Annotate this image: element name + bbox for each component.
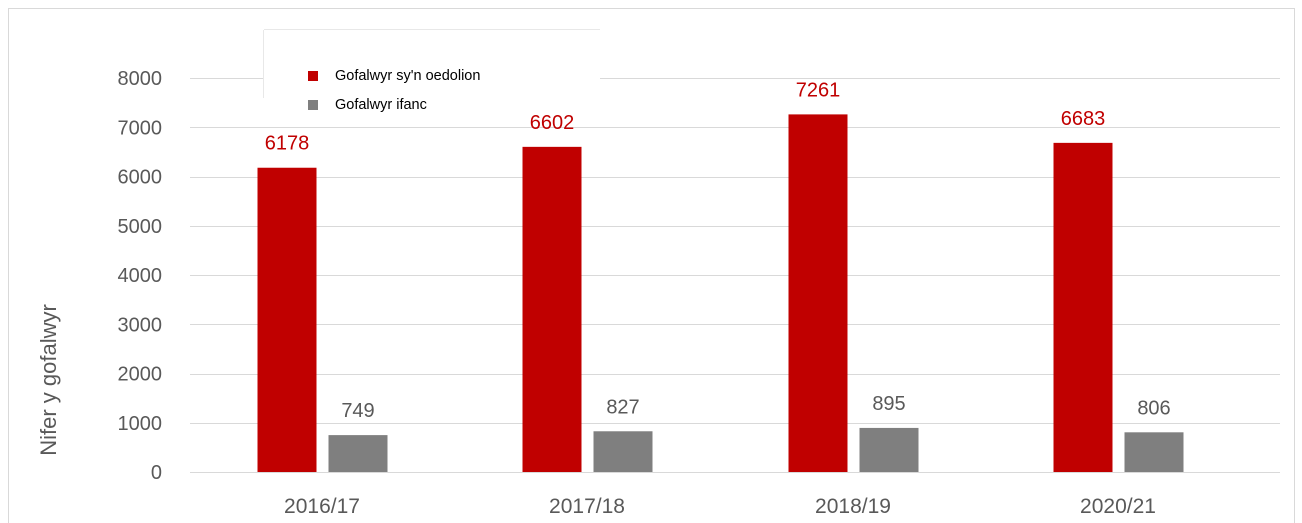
legend-item-adult-carers: Gofalwyr sy'n oedolion	[308, 66, 480, 86]
data-label-adult-carers-1: 6602	[530, 112, 575, 134]
chart-frame	[8, 8, 1295, 523]
bar-adult-carers-2	[788, 114, 848, 472]
legend-item-young-carers: Gofalwyr ifanc	[308, 95, 427, 115]
bar-young-carers-1	[593, 431, 653, 472]
y-tick-label: 5000	[118, 216, 163, 238]
data-label-young-carers-1: 827	[606, 396, 639, 418]
bar-young-carers-2	[859, 427, 919, 472]
data-label-adult-carers-0: 6178	[265, 133, 310, 155]
x-tick-label: 2017/18	[549, 495, 625, 518]
data-label-young-carers-0: 749	[341, 400, 374, 422]
bar-young-carers-3	[1124, 432, 1184, 472]
data-label-young-carers-3: 806	[1137, 397, 1170, 419]
legend-label-young-carers: Gofalwyr ifanc	[335, 97, 427, 113]
legend-label-adult-carers: Gofalwyr sy'n oedolion	[335, 68, 481, 84]
y-tick-label: 2000	[118, 364, 163, 386]
bar-young-carers-0	[328, 435, 388, 472]
y-tick-label: 0	[151, 462, 162, 484]
legend-swatch-young-carers	[308, 100, 318, 110]
data-label-young-carers-2: 895	[872, 393, 905, 415]
y-tick-label: 4000	[118, 265, 163, 287]
data-label-adult-carers-3: 6683	[1061, 108, 1106, 130]
y-axis-label: Nifer y gofalwyr	[36, 304, 61, 456]
y-tick-label: 6000	[118, 167, 163, 189]
bar-adult-carers-3	[1053, 142, 1113, 472]
y-tick-label: 8000	[118, 68, 163, 90]
legend: Gofalwyr sy'n oedolion Gofalwyr ifanc	[264, 30, 600, 113]
legend-swatch-adult-carers	[308, 71, 318, 81]
data-label-adult-carers-2: 7261	[796, 79, 841, 101]
x-tick-label: 2020/21	[1080, 495, 1156, 518]
y-tick-label: 1000	[118, 413, 163, 435]
x-tick-label: 2016/17	[284, 495, 360, 518]
bar-adult-carers-1	[522, 146, 582, 472]
bar-adult-carers-0	[257, 167, 317, 472]
y-tick-label: 7000	[118, 117, 163, 139]
y-tick-label: 3000	[118, 314, 163, 336]
x-tick-label: 2018/19	[815, 495, 891, 518]
